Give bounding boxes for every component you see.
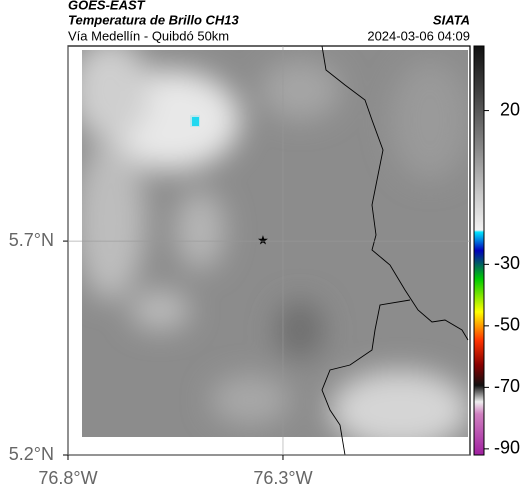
lon-tick-label: 76.3°W: [253, 468, 312, 488]
lat-tick-label: 5.2°N: [9, 444, 54, 464]
city-marker: ★: [257, 232, 269, 247]
lon-tick-label: 76.8°W: [38, 468, 97, 488]
colorbar-label: -30: [494, 253, 520, 273]
lat-tick-label: 5.7°N: [9, 230, 54, 250]
title: Temperatura de Brillo CH13: [68, 12, 240, 27]
subtitle: Vía Medellín - Quibdó 50km: [68, 28, 229, 43]
colorbar-label: -90: [494, 438, 520, 458]
satellite: GOES-EAST: [68, 0, 146, 12]
colorbar-label: -50: [494, 315, 520, 335]
timestamp: 2024-03-06 04:09: [367, 28, 470, 43]
borders: [321, 45, 469, 456]
colorbar-label: 20: [500, 99, 520, 119]
source: SIATA: [433, 12, 470, 27]
colorbar-label: -70: [494, 376, 520, 396]
satellite-image: [82, 50, 468, 437]
colorbar: [473, 45, 485, 456]
